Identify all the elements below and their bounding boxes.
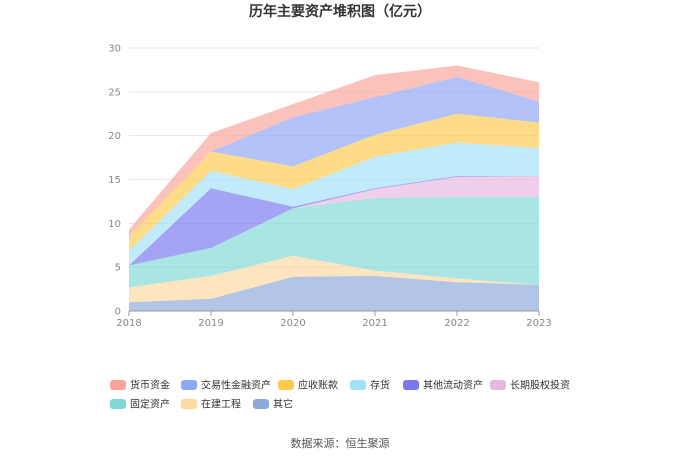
data-source: 数据来源：恒生聚源 [291, 436, 390, 450]
legend-label: 货币资金 [130, 379, 170, 392]
legend-label: 在建工程 [201, 398, 241, 411]
area-0 [129, 275, 539, 311]
area-series [129, 65, 539, 311]
y-tick-label: 5 [115, 263, 121, 274]
legend-label: 应收账款 [298, 379, 338, 392]
legend-swatch [253, 399, 269, 409]
area-3 [129, 175, 539, 266]
x-tick-label: 2023 [526, 318, 551, 329]
legend-swatch [278, 380, 294, 390]
y-tick-label: 0 [115, 307, 121, 318]
legend-label: 其他流动资产 [423, 379, 483, 392]
area-4 [129, 175, 539, 266]
legend-label: 固定资产 [130, 398, 170, 411]
area-1 [129, 255, 539, 303]
legend-label: 长期股权投资 [510, 379, 570, 392]
legend-label: 存货 [370, 379, 390, 392]
x-tick-label: 2022 [444, 318, 469, 329]
legend-swatch [403, 380, 419, 390]
legend-swatch [181, 399, 197, 409]
chart-title: 历年主要资产堆积图（亿元） [249, 3, 431, 20]
area-8 [129, 65, 539, 237]
area-7 [129, 76, 539, 237]
area-5 [129, 142, 539, 266]
area-2 [129, 197, 539, 288]
y-tick-label: 10 [108, 219, 121, 230]
y-tick-label: 25 [108, 87, 121, 98]
legend-swatch [110, 399, 126, 409]
x-tick-label: 2018 [116, 318, 141, 329]
legend-swatch [350, 380, 366, 390]
y-tick-label: 30 [108, 44, 121, 55]
x-tick-label: 2020 [280, 318, 305, 329]
legend-label: 其它 [273, 398, 293, 411]
y-tick-label: 20 [108, 131, 121, 142]
y-tick-label: 15 [108, 175, 121, 186]
x-tick-label: 2019 [198, 318, 223, 329]
legend-swatch [181, 380, 197, 390]
legend-swatch [110, 380, 126, 390]
legend-label: 交易性金融资产 [201, 379, 271, 392]
area-6 [129, 113, 539, 251]
legend-swatch [490, 380, 506, 390]
axes: 0 5 10 15 20 25 30 2018 2019 2020 2021 2022 2023 [108, 44, 551, 330]
x-tick-label: 2021 [362, 318, 387, 329]
